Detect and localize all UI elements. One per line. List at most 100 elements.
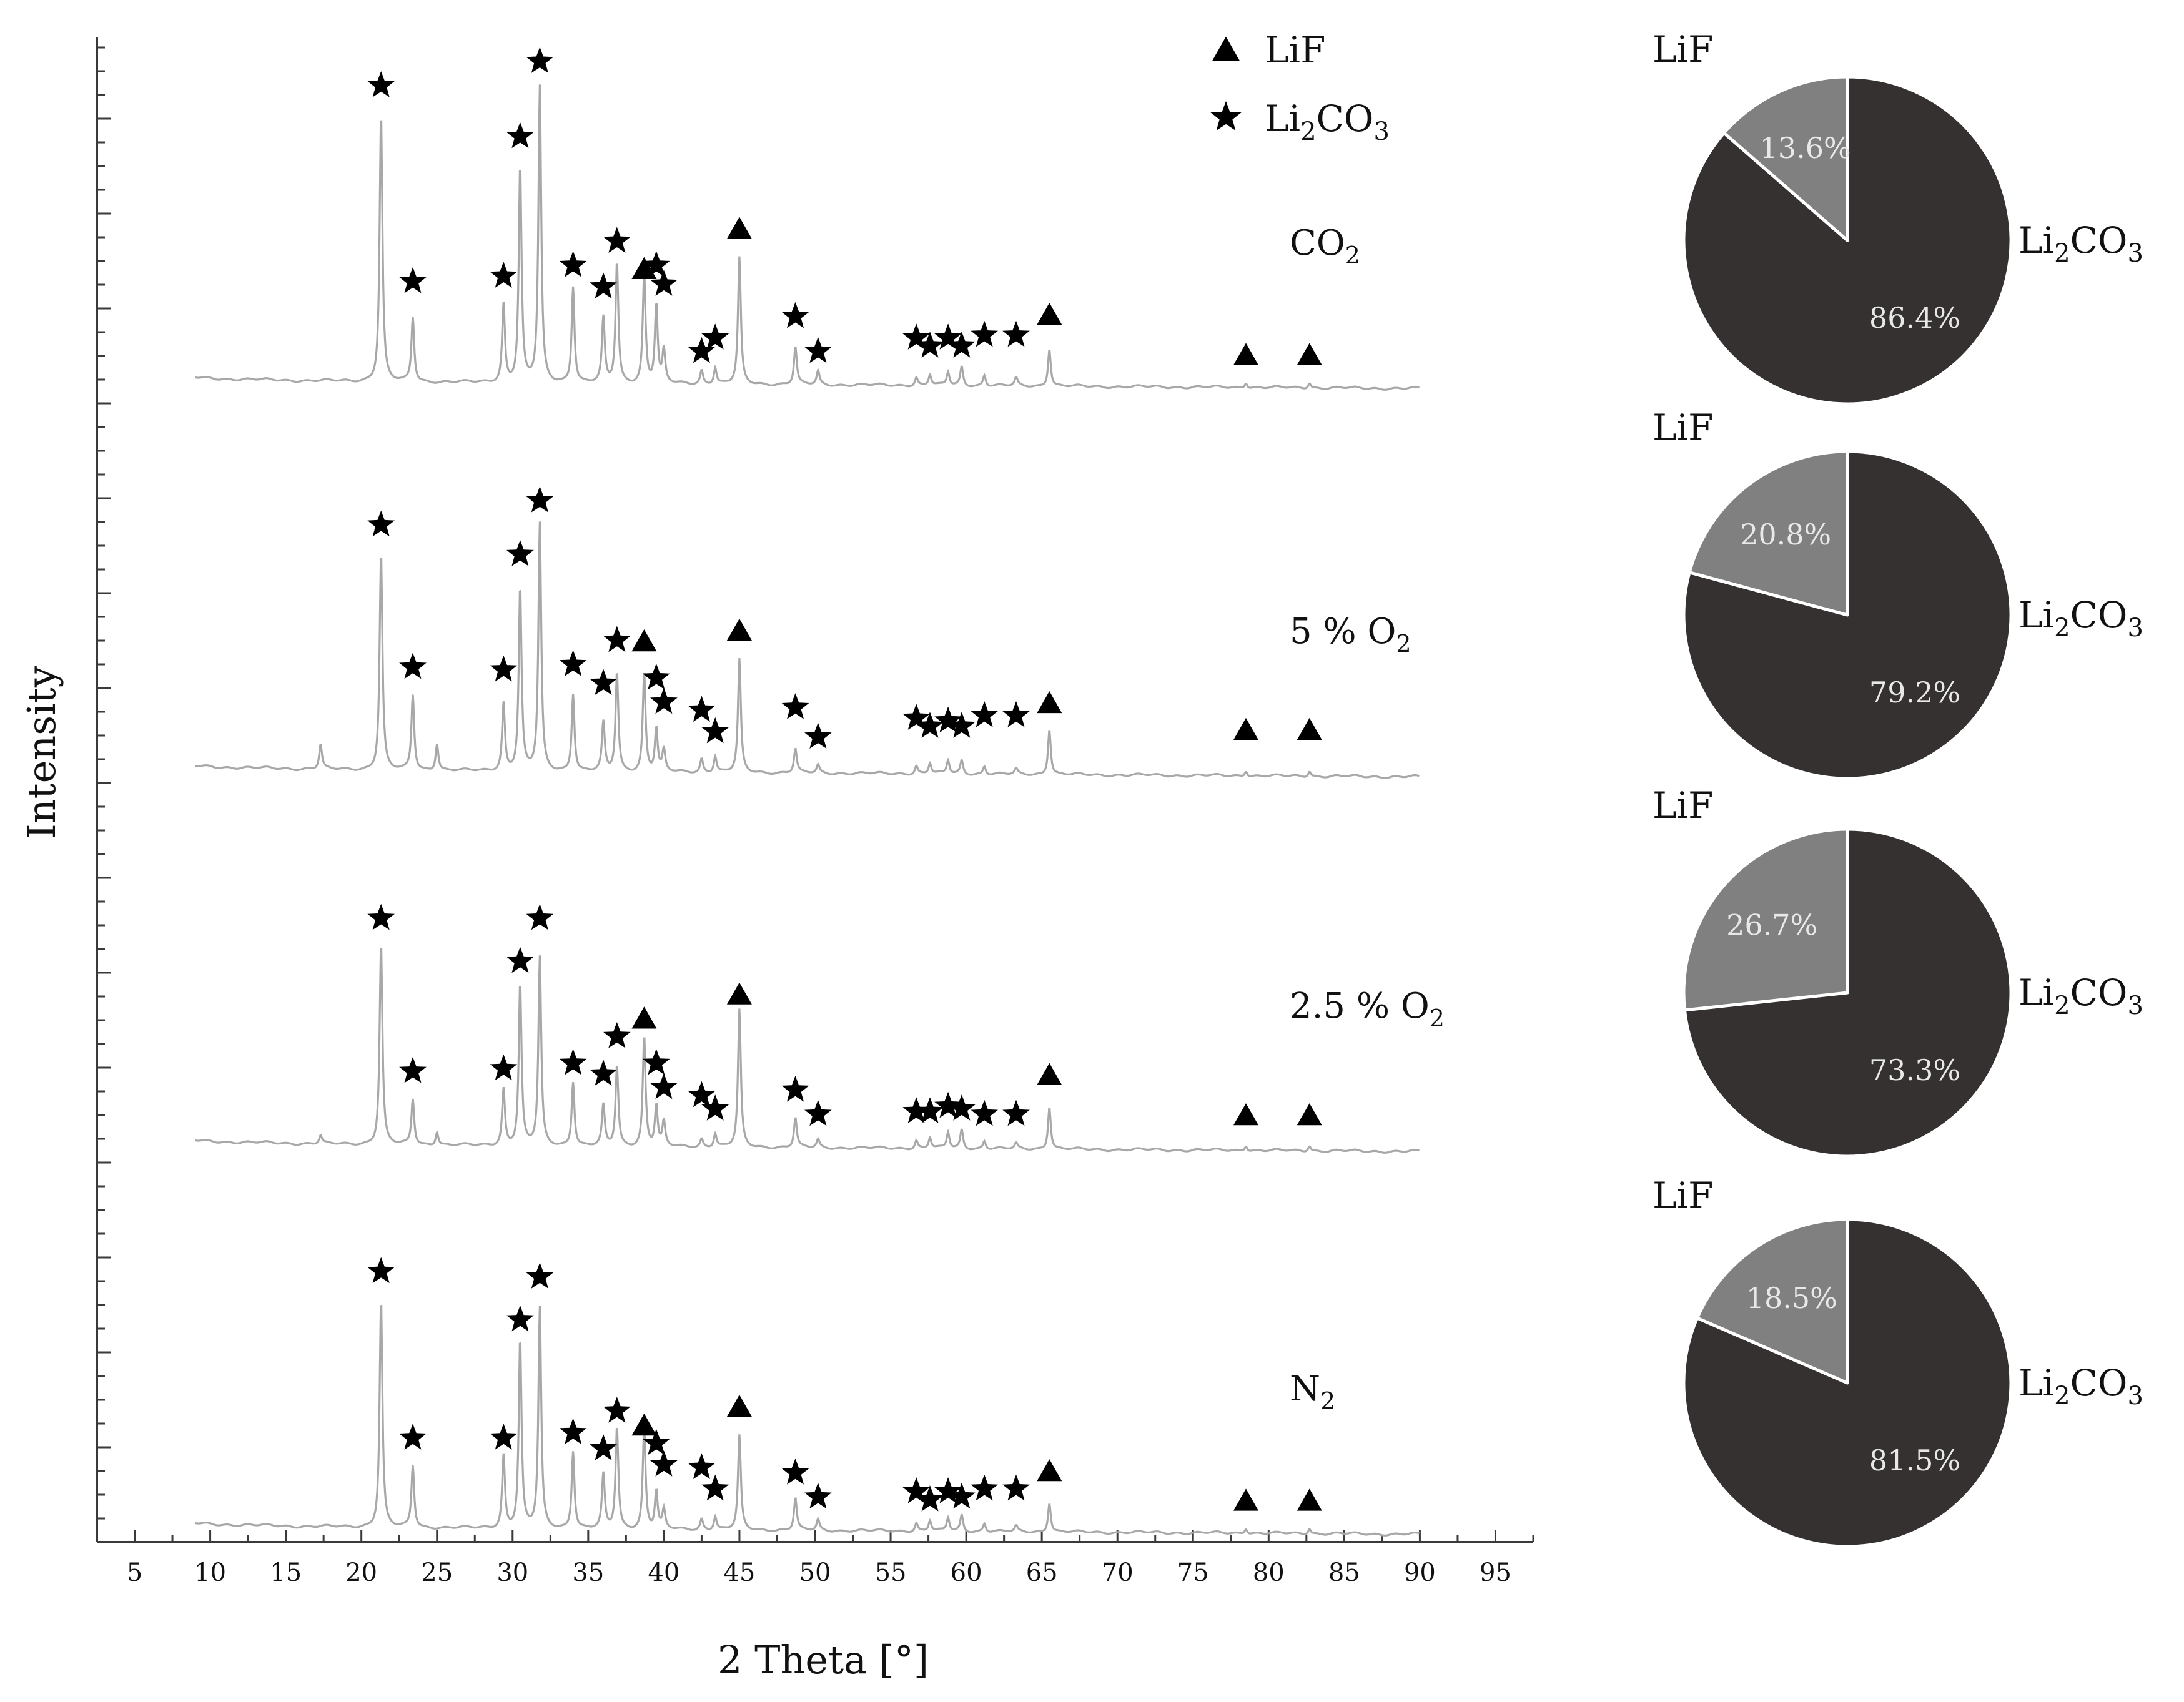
li2co3-star-marker xyxy=(701,323,729,350)
li2co3-star-marker xyxy=(490,1424,518,1450)
x-tick-label: 40 xyxy=(648,1558,679,1587)
xrd-trace xyxy=(195,947,1420,1154)
li2co3-star-marker xyxy=(804,337,832,363)
x-tick-label: 60 xyxy=(951,1558,982,1587)
legend-entry-lif: LiF xyxy=(1212,29,1325,71)
li2co3-star-marker xyxy=(526,1262,554,1289)
x-tick-label: 75 xyxy=(1177,1558,1209,1587)
li2co3-star-marker xyxy=(916,1097,944,1123)
x-tick-label: 50 xyxy=(799,1558,831,1587)
li2co3-star-marker xyxy=(948,1482,976,1509)
pie-pct-label-lif: 13.6% xyxy=(1760,131,1851,165)
xrd-trace xyxy=(195,84,1420,391)
pie-slice-lif xyxy=(1696,1217,1849,1385)
li2co3-star-marker xyxy=(916,332,944,358)
x-tick-label: 65 xyxy=(1026,1558,1058,1587)
li2co3-star-marker xyxy=(804,722,832,749)
li2co3-star-marker xyxy=(559,650,587,676)
li2co3-star-marker xyxy=(526,903,554,930)
lif-triangle-marker xyxy=(1037,1459,1062,1482)
li2co3-star-marker xyxy=(526,47,554,73)
li2co3-star-marker xyxy=(804,1482,832,1509)
li2co3-star-marker xyxy=(603,1397,631,1423)
y-axis-title: Intensity xyxy=(19,666,64,839)
pie-name-li2co3: Li2CO3 xyxy=(2018,594,2143,642)
li2co3-star-marker xyxy=(650,270,678,296)
lif-triangle-marker xyxy=(1037,1063,1062,1085)
x-tick-label: 5 xyxy=(127,1558,142,1587)
li2co3-star-marker xyxy=(971,1474,998,1501)
x-tick-label: 70 xyxy=(1102,1558,1134,1587)
pie-pct-label-li2co3: 73.3% xyxy=(1869,1053,1960,1087)
li2co3-star-marker xyxy=(948,712,976,738)
y-axis-ticks xyxy=(97,46,111,1543)
li2co3-star-marker xyxy=(490,1054,518,1081)
li2co3-star-marker xyxy=(642,1049,670,1075)
x-tick-label: 85 xyxy=(1328,1558,1360,1587)
li2co3-star-marker xyxy=(642,663,670,690)
series-label: CO2 xyxy=(1290,223,1360,269)
pie-slice-lif xyxy=(1687,450,1849,617)
lif-triangle-marker xyxy=(1297,1488,1322,1511)
peak-markers xyxy=(367,47,1322,1512)
pie-chart: 26.7% 73.3% LiF Li2CO3 xyxy=(1653,784,2143,1158)
li2co3-star-marker xyxy=(559,251,587,277)
li2co3-star-marker xyxy=(603,1022,631,1048)
xrd-trace xyxy=(195,1304,1420,1537)
li2co3-star-marker xyxy=(781,1076,809,1102)
x-tick-label: 15 xyxy=(270,1558,302,1587)
pie-slice-lif xyxy=(1682,827,1849,1012)
li2co3-star-marker xyxy=(603,626,631,652)
pie-pct-label-lif: 26.7% xyxy=(1726,908,1817,942)
li2co3-star-marker xyxy=(650,1073,678,1099)
li2co3-star-marker xyxy=(948,332,976,358)
lif-triangle-marker xyxy=(726,982,752,1005)
pie-pct-label-li2co3: 86.4% xyxy=(1869,301,1960,335)
x-axis-ticks: 5 10 15 20 25 30 35 40 45 50 55 60 65 70 75 80 85 90 95 xyxy=(96,1530,1534,1587)
li2co3-star-marker xyxy=(701,717,729,744)
x-tick-label: 55 xyxy=(875,1558,907,1587)
lif-triangle-marker xyxy=(1233,1103,1258,1126)
legend-entry-li2co3: Li2CO3 xyxy=(1210,97,1390,146)
li2co3-star-marker xyxy=(642,251,670,277)
li2co3-star-marker xyxy=(367,510,395,537)
x-tick-label: 20 xyxy=(345,1558,377,1587)
x-tick-label: 25 xyxy=(421,1558,453,1587)
lif-triangle-marker xyxy=(1233,1488,1258,1511)
li2co3-star-marker xyxy=(902,1477,931,1503)
li2co3-star-marker xyxy=(804,1099,832,1126)
li2co3-star-marker xyxy=(934,706,962,733)
pie-name-lif: LiF xyxy=(1653,1174,1713,1217)
series-label: N2 xyxy=(1290,1369,1335,1415)
lif-triangle-marker xyxy=(1233,717,1258,740)
x-tick-label: 30 xyxy=(497,1558,528,1587)
pie-pct-label-lif: 18.5% xyxy=(1746,1281,1837,1315)
xrd-plot: 5 10 15 20 25 30 35 40 45 50 55 60 65 70 75 80 85 90 95 CO… xyxy=(19,29,1534,1683)
x-tick-label: 90 xyxy=(1404,1558,1436,1587)
li2co3-star-marker xyxy=(590,669,617,695)
li2co3-star-marker xyxy=(490,655,518,682)
li2co3-star-marker xyxy=(1002,701,1030,727)
x-tick-label: 45 xyxy=(723,1558,755,1587)
li2co3-star-marker xyxy=(506,1305,534,1332)
li2co3-star-marker xyxy=(902,323,931,350)
legend-label-lif: LiF xyxy=(1265,29,1325,71)
li2co3-star-marker xyxy=(506,122,534,149)
pie-charts: 13.6%86.4%LiFLi2CO320.8%79.2%LiFLi2CO326… xyxy=(1653,28,2143,1548)
li2co3-star-marker xyxy=(590,272,617,299)
li2co3-star-marker xyxy=(916,1485,944,1512)
pie-name-li2co3: Li2CO3 xyxy=(2018,219,2143,268)
li2co3-star-marker xyxy=(1002,1474,1030,1501)
x-tick-label: 35 xyxy=(572,1558,604,1587)
pie-chart: 13.6% 86.4% LiF Li2CO3 xyxy=(1653,28,2143,406)
pie-name-lif: LiF xyxy=(1653,28,1713,71)
li2co3-star-marker xyxy=(781,693,809,719)
lif-triangle-marker xyxy=(726,1394,752,1417)
li2co3-star-marker xyxy=(367,1257,395,1284)
li2co3-star-marker xyxy=(650,687,678,714)
x-tick-label: 95 xyxy=(1480,1558,1511,1587)
li2co3-star-marker xyxy=(526,486,554,513)
li2co3-star-marker xyxy=(934,1091,962,1118)
li2co3-star-marker xyxy=(399,1056,427,1083)
lif-triangle-marker xyxy=(726,217,752,239)
